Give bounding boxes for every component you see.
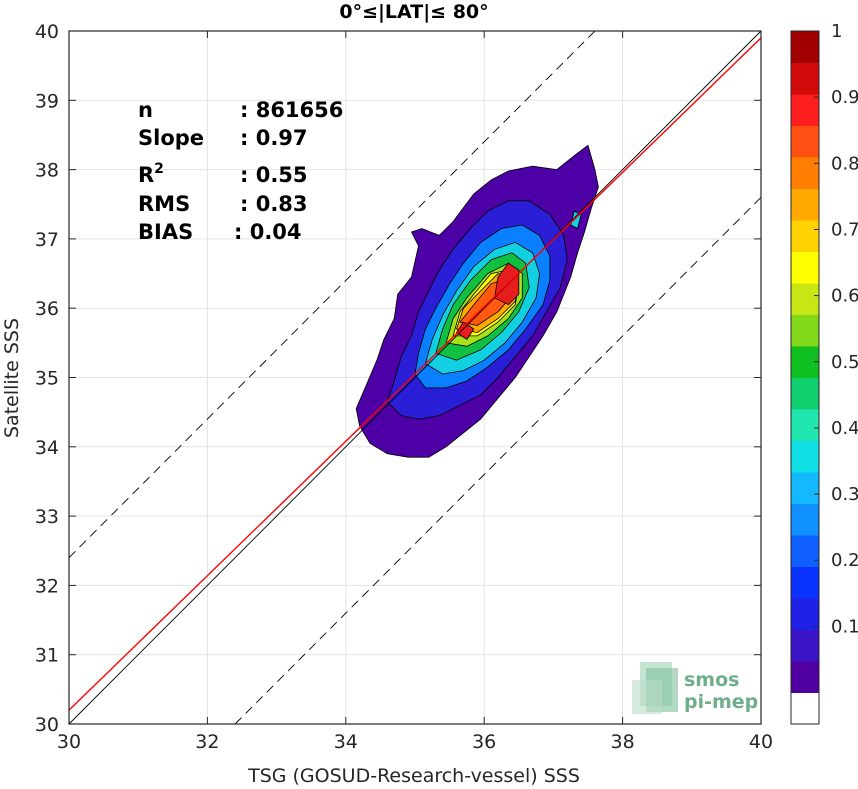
y-tick-label: 32 [35,575,59,597]
colorbar-swatch [791,314,819,347]
colorbar-tick-label: 0.4 [831,418,858,439]
line--2-offset [234,197,762,725]
colorbar-swatch [791,409,819,441]
colorbar-swatch [791,598,819,630]
colorbar-swatch [791,94,819,126]
y-tick-label: 31 [35,645,59,667]
y-axis-label: Satellite SSS [1,318,23,438]
x-tick-label: 32 [195,731,219,753]
colorbar-swatch [791,661,819,693]
colorbar-swatch [791,692,819,725]
stat-value: : 861656 [240,98,343,122]
colorbar-tick-label: 0.3 [831,484,858,505]
y-tick-label: 37 [35,229,59,251]
colorbar-swatch [791,188,819,221]
x-tick-label: 40 [749,731,773,753]
stat-value: : 0.55 [240,163,308,187]
stat-label: n [138,98,153,122]
x-tick-label: 34 [334,731,358,753]
colorbar-swatch [791,440,819,473]
colorbar-tick-label: 0.8 [831,153,858,174]
colorbar-tick-label: 0.6 [831,286,858,307]
y-tick-label: 34 [35,437,59,459]
stat-label: R2 [138,161,164,187]
colorbar-swatch [791,629,819,662]
colorbar-swatch [791,535,819,567]
line-1-1 [68,30,762,725]
x-tick-label: 36 [472,731,496,753]
y-tick-label: 36 [35,298,59,320]
y-ticks: 30 31 32 33 34 35 36 37 38 39 40 [35,21,761,736]
x-tick-label: 38 [611,731,635,753]
colorbar-swatch [791,566,819,599]
line-fit [68,37,762,711]
density-contours [355,144,599,458]
stat-label: Slope [138,126,204,150]
colorbar-tick-label: 0.1 [831,616,858,637]
y-tick-label: 38 [35,160,59,182]
colorbar-swatch [791,283,819,315]
colorbar-swatch [791,157,819,189]
y-tick-label: 33 [35,506,59,528]
colorbar-tick-label: 1 [831,21,842,42]
line--2-offset [68,30,596,558]
stat-label: RMS [138,192,190,216]
stat-value: : 0.97 [240,126,308,150]
y-tick-label: 35 [35,368,59,390]
regression-lines [68,30,762,725]
logo-graphic [632,662,678,714]
colorbar-swatch [791,251,819,284]
colorbar-swatch [791,377,819,410]
contour-level-0.9 [494,262,520,306]
colorbar-swatch [791,472,819,504]
colorbar-swatch [791,31,819,63]
x-tick-label: 30 [57,731,81,753]
colorbar-swatch [791,125,819,158]
colorbar-frame [790,30,820,725]
stat-value: : 0.04 [234,220,302,244]
logo-text-line2: pi-mep [684,691,758,713]
colorbar-tick-label: 0.7 [831,219,858,240]
smos-pi-mep-logo: smos pi-mep [632,662,758,714]
stats-box: n : 861656 Slope : 0.97 R2 : 0.55 RMS : 0.83 BIA… [138,98,343,244]
colorbar: 0.1 0.2 0.3 0.4 0.5 0.6 0.7 0.8 0.9 1 [790,21,858,725]
colorbar-swatch [791,220,819,252]
colorbar-tick-label: 0.5 [831,352,858,373]
y-tick-label: 39 [35,90,59,112]
contour-level-0.9 [455,321,475,340]
colorbar-tick-label: 0.2 [831,550,858,571]
stat-label: BIAS [138,220,193,244]
chart-title: 0°≤|LAT|≤ 80° [339,1,488,23]
colorbar-tick-label: 0.9 [831,87,858,108]
x-ticks: 30 32 34 36 38 40 [57,31,773,753]
colorbar-swatch [791,503,819,536]
stat-label-sup: 2 [154,161,164,177]
y-tick-label: 30 [35,714,59,736]
x-axis-label: TSG (GOSUD-Research-vessel) SSS [247,765,580,787]
colorbar-swatch [791,62,819,95]
stat-value: : 0.83 [240,192,308,216]
y-tick-label: 40 [35,21,59,43]
logo-text-line1: smos [684,669,739,691]
